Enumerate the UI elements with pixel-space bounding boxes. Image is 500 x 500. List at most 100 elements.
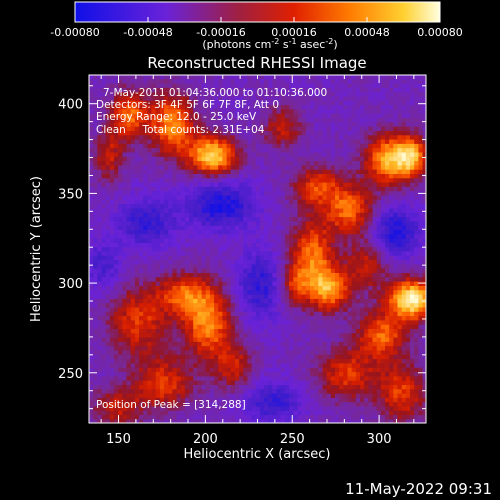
- heatmap-cell: [143, 186, 148, 192]
- heatmap-cell: [268, 161, 274, 167]
- heatmap-cell: [272, 105, 278, 111]
- heatmap-cell: [405, 143, 411, 149]
- heatmap-cell: [130, 178, 136, 184]
- heatmap-cell: [134, 294, 140, 300]
- heatmap-cell: [168, 324, 173, 330]
- heatmap-cell: [410, 178, 415, 184]
- heatmap-cell: [347, 126, 353, 132]
- heatmap-cell: [410, 255, 415, 261]
- heatmap-cell: [351, 221, 357, 227]
- heatmap-cell: [272, 333, 278, 339]
- heatmap-cell: [164, 277, 169, 283]
- heatmap-cell: [147, 324, 153, 330]
- heatmap-cell: [222, 131, 228, 136]
- heatmap-cell: [234, 316, 240, 322]
- heatmap-cell: [410, 260, 415, 266]
- heatmap-cell: [180, 234, 186, 240]
- heatmap-cell: [410, 139, 415, 145]
- heatmap-cell: [414, 161, 419, 167]
- heatmap-cell: [314, 281, 319, 287]
- heatmap-cell: [239, 96, 244, 102]
- heatmap-cell: [139, 260, 144, 266]
- heatmap-cell: [347, 255, 353, 261]
- heatmap-cell: [155, 225, 161, 231]
- heatmap-cell: [364, 324, 369, 330]
- heatmap-cell: [335, 234, 340, 240]
- heatmap-cell: [151, 122, 157, 128]
- heatmap-cell: [155, 208, 161, 214]
- heatmap-cell: [314, 75, 319, 80]
- heatmap-cell: [155, 105, 161, 111]
- heatmap-cell: [339, 87, 344, 93]
- heatmap-cell: [193, 303, 198, 309]
- heatmap-cell: [164, 174, 169, 179]
- heatmap-cell: [168, 135, 173, 141]
- heatmap-cell: [168, 281, 173, 287]
- heatmap-cell: [368, 83, 374, 89]
- heatmap-cell: [172, 105, 178, 111]
- heatmap-cell: [151, 324, 157, 330]
- heatmap-cell: [351, 131, 357, 136]
- heatmap-cell: [189, 79, 194, 85]
- heatmap-cell: [339, 118, 344, 124]
- heatmap-cell: [201, 230, 207, 235]
- heatmap-cell: [118, 268, 123, 274]
- heatmap-cell: [101, 199, 107, 205]
- heatmap-cell: [405, 329, 411, 334]
- heatmap-cell: [360, 113, 365, 119]
- heatmap-cell: [134, 221, 140, 227]
- heatmap-cell: [234, 148, 240, 154]
- heatmap-cell: [209, 92, 215, 98]
- heatmap-cell: [205, 152, 211, 158]
- heatmap-cell: [322, 247, 328, 253]
- heatmap-cell: [193, 230, 198, 235]
- heatmap-cell: [259, 208, 265, 214]
- heatmap-cell: [318, 277, 324, 283]
- heatmap-cell: [101, 109, 107, 115]
- heatmap-cell: [264, 324, 269, 330]
- heatmap-cell: [360, 191, 365, 197]
- heatmap-cell: [322, 298, 328, 304]
- heatmap-cell: [364, 87, 369, 93]
- heatmap-cell: [351, 333, 357, 339]
- heatmap-cell: [272, 208, 278, 214]
- heatmap-cell: [155, 118, 161, 124]
- heatmap-cell: [414, 135, 419, 141]
- heatmap-cell: [130, 329, 136, 334]
- heatmap-cell: [355, 264, 361, 270]
- heatmap-cell: [364, 174, 369, 179]
- heatmap-cell: [414, 277, 419, 283]
- heatmap-cell: [118, 242, 123, 248]
- heatmap-cell: [255, 186, 261, 192]
- heatmap-cell: [264, 260, 269, 266]
- heatmap-cell: [180, 178, 186, 184]
- heatmap-cell: [360, 329, 365, 334]
- heatmap-cell: [330, 217, 336, 223]
- heatmap-cell: [364, 281, 369, 287]
- heatmap-cell: [259, 135, 265, 141]
- heatmap-cell: [293, 79, 299, 85]
- heatmap-cell: [380, 195, 386, 201]
- heatmap-cell: [155, 139, 161, 145]
- heatmap-cell: [189, 251, 194, 257]
- heatmap-cell: [368, 105, 374, 111]
- heatmap-cell: [280, 298, 286, 304]
- heatmap-cell: [234, 221, 240, 227]
- heatmap-cell: [284, 178, 290, 184]
- heatmap-cell: [93, 221, 98, 227]
- heatmap-cell: [310, 204, 315, 210]
- heatmap-cell: [372, 118, 378, 124]
- heatmap-cell: [422, 221, 426, 227]
- heatmap-cell: [301, 307, 307, 313]
- heatmap-cell: [422, 195, 426, 201]
- heatmap-cell: [205, 264, 211, 270]
- heatmap-cell: [239, 303, 244, 309]
- heatmap-cell: [180, 156, 186, 162]
- heatmap-cell: [109, 329, 115, 334]
- heatmap-cell: [376, 303, 382, 309]
- heatmap-cell: [414, 324, 419, 330]
- heatmap-cell: [118, 303, 123, 309]
- heatmap-cell: [176, 316, 182, 322]
- heatmap-cell: [410, 113, 415, 119]
- heatmap-cell: [218, 118, 223, 124]
